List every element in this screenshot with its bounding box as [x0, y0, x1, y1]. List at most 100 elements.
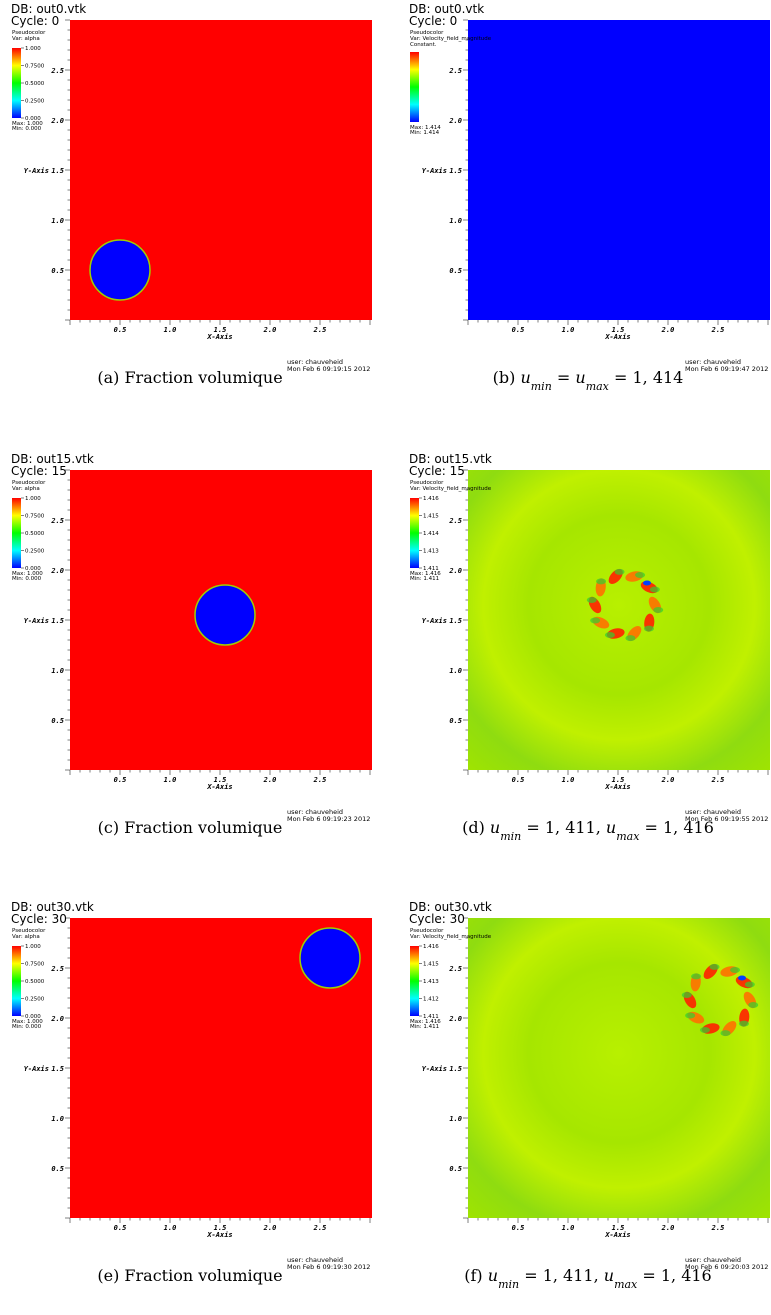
- vortex-halo: [635, 571, 646, 578]
- x-tick-label: 1.5: [214, 1224, 227, 1232]
- colorbar-label: 1.411: [423, 1014, 439, 1020]
- x-tick-label: 1.0: [164, 1224, 177, 1232]
- x-tick-label: 0.5: [512, 776, 525, 784]
- max-label: Max: 1.416: [410, 1019, 441, 1025]
- colorbar-label: 0.2500: [25, 997, 45, 1003]
- x-axis-label: X-Axis: [206, 783, 232, 791]
- caption-part: (d): [462, 818, 490, 837]
- x-tick-label: 1.0: [562, 776, 575, 784]
- x-tick-label: 0.5: [114, 1224, 127, 1232]
- y-tick-label: 1.5: [51, 167, 64, 175]
- caption-part: = 1, 411,: [519, 1266, 604, 1285]
- variable: Var: alpha: [12, 486, 40, 492]
- colorbar-label: 0.7500: [25, 64, 45, 70]
- user: user: chauveheid: [287, 1256, 343, 1264]
- user: user: chauveheid: [685, 808, 741, 816]
- y-axis-label: Y-Axis: [24, 1065, 49, 1073]
- y-tick-label: 2.0: [50, 117, 64, 125]
- x-tick-label: 1.5: [612, 326, 625, 334]
- y-axis-label: Y-Axis: [422, 167, 447, 175]
- caption: (c) Fraction volumique: [98, 818, 283, 837]
- vortex-halo: [685, 1012, 696, 1019]
- caption-part: (f): [464, 1266, 488, 1285]
- vortex-halo: [604, 632, 615, 639]
- bubble: [194, 584, 256, 646]
- panel: 0.5 0.5 1.0 1.0 1.5 1.5 2.0 2.0 2.5 2.5 X-Axis Y-Ax…: [11, 900, 372, 1285]
- vortex-halo: [709, 963, 720, 970]
- caption-part: = 1, 411,: [521, 818, 606, 837]
- vortex-halo: [681, 991, 692, 998]
- caption-part: = 1, 416: [639, 818, 713, 837]
- plot-type: Pseudocolor: [410, 30, 444, 36]
- y-tick-label: 0.5: [449, 717, 462, 725]
- caption-part: min: [500, 830, 521, 843]
- x-tick-label: 2.5: [711, 1224, 725, 1232]
- colorbar-label: 0.2500: [25, 549, 45, 555]
- vortex-halo: [643, 625, 654, 632]
- plot-area: [70, 470, 372, 770]
- caption-part: u: [606, 818, 616, 837]
- x-tick-label: 1.5: [612, 776, 625, 784]
- db-name: DB: out30.vtk: [11, 900, 94, 914]
- date: Mon Feb 6 09:19:15 2012: [287, 365, 370, 373]
- colorbar-label: 0.5000: [25, 979, 45, 985]
- vortex-halo: [720, 1030, 731, 1037]
- caption: (e) Fraction volumique: [97, 1266, 282, 1285]
- caption-part: min: [531, 380, 552, 393]
- vortex-halo: [586, 596, 597, 603]
- caption-part: = 1, 414: [609, 368, 683, 387]
- colorbar-label: 1.000: [25, 496, 41, 502]
- y-tick-label: 0.5: [51, 1165, 64, 1173]
- colorbar-label: 0.5000: [25, 81, 45, 87]
- plot-area: [70, 918, 372, 1218]
- max-label: Max: 1.000: [12, 571, 43, 577]
- date: Mon Feb 6 09:20:03 2012: [685, 1263, 768, 1271]
- vortex-halo: [699, 1027, 710, 1034]
- field: [468, 470, 770, 770]
- bubble: [89, 239, 151, 301]
- max-label: Max: 1.414: [410, 125, 441, 131]
- date: Mon Feb 6 09:19:30 2012: [287, 1263, 370, 1271]
- x-tick-label: 2.0: [661, 1224, 675, 1232]
- x-tick-label: 0.5: [512, 1224, 525, 1232]
- colorbar-label: 0.000: [25, 116, 41, 122]
- colorbar: [410, 52, 419, 122]
- plot-type: Pseudocolor: [12, 928, 46, 934]
- plot-area: [468, 470, 770, 770]
- x-axis-label: X-Axis: [604, 783, 630, 791]
- x-tick-label: 1.0: [164, 326, 177, 334]
- y-tick-label: 1.0: [51, 1115, 64, 1123]
- y-tick-label: 2.5: [50, 517, 64, 525]
- caption: (f) umin = 1, 411, umax = 1, 416: [464, 1266, 711, 1291]
- min-label: Min: 0.000: [12, 126, 42, 132]
- vortex-halo: [748, 1002, 759, 1009]
- note: Constant.: [410, 42, 437, 48]
- x-tick-label: 1.5: [214, 326, 227, 334]
- colorbar-label: 1.415: [423, 962, 439, 968]
- x-tick-label: 2.0: [263, 776, 277, 784]
- variable: Var: Velocity_field_magnitude: [410, 36, 492, 42]
- x-tick-label: 2.5: [711, 326, 725, 334]
- cycle: Cycle: 15: [11, 464, 67, 478]
- plot-type: Pseudocolor: [12, 30, 46, 36]
- y-tick-label: 0.5: [449, 1165, 462, 1173]
- variable: Var: Velocity_field_magnitude: [410, 486, 492, 492]
- panel: 0.5 0.5 1.0 1.0 1.5 1.5 2.0 2.0 2.5 2.5 X-Axis Y-Ax…: [11, 452, 372, 837]
- plot-area: [468, 918, 770, 1218]
- y-axis-label: Y-Axis: [422, 617, 447, 625]
- date: Mon Feb 6 09:19:47 2012: [685, 365, 768, 373]
- x-tick-label: 1.0: [562, 326, 575, 334]
- y-tick-label: 2.0: [448, 117, 462, 125]
- colorbar-label: 1.413: [423, 549, 439, 555]
- caption-part: max: [616, 830, 640, 843]
- x-tick-label: 2.5: [711, 776, 725, 784]
- bubble: [299, 927, 361, 989]
- panel: 0.5 0.5 1.0 1.0 1.5 1.5 2.0 2.0 2.5 2.5 X-Axis Y-Ax…: [409, 452, 770, 843]
- vortex-halo: [653, 607, 664, 614]
- y-axis-label: Y-Axis: [24, 617, 49, 625]
- db-name: DB: out30.vtk: [409, 900, 492, 914]
- vortex-halo: [744, 981, 755, 988]
- field: [468, 20, 770, 320]
- x-tick-label: 0.5: [114, 326, 127, 334]
